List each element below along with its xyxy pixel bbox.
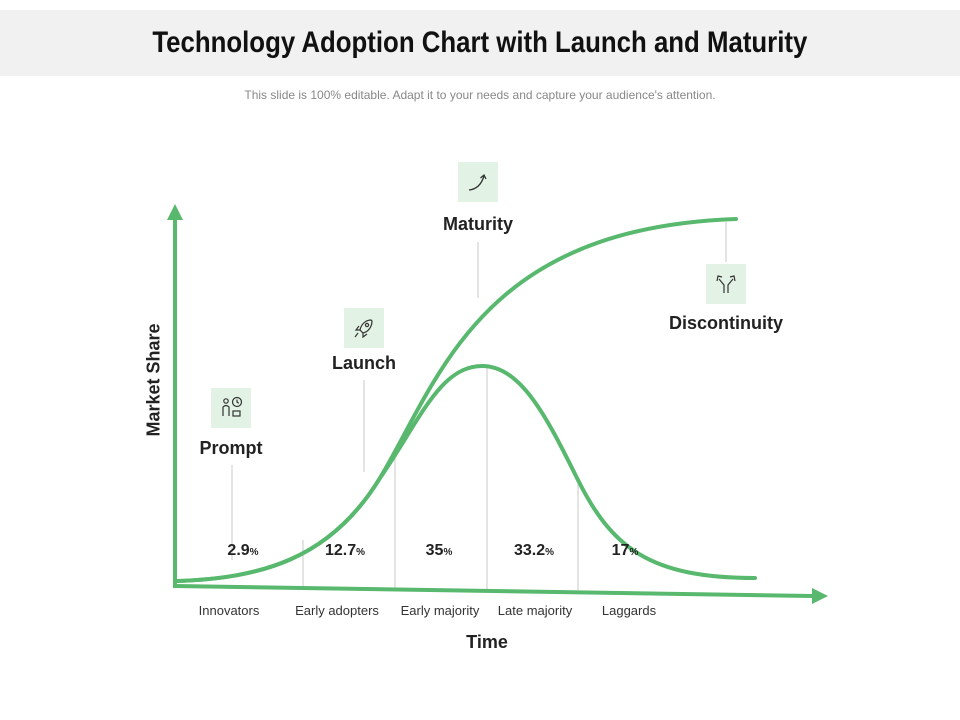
- category-label: Late majority: [497, 603, 573, 618]
- page-title: Technology Adoption Chart with Launch an…: [152, 26, 808, 59]
- category-label: Early adopters: [295, 603, 379, 618]
- diverging-arrows-icon: [706, 264, 746, 304]
- milestone-label-prompt: Prompt: [199, 438, 263, 458]
- s-curve: [176, 217, 738, 583]
- category-label: Early majority: [400, 603, 480, 618]
- segment-value: 35%: [425, 542, 453, 559]
- segment-value: 33.2%: [513, 542, 555, 559]
- x-axis-label: Time: [466, 632, 508, 652]
- x-axis: [174, 584, 813, 598]
- rocket-icon: [344, 308, 384, 348]
- y-axis-arrow: [167, 204, 183, 220]
- segment-value: 2.9%: [227, 542, 259, 559]
- milestone-label-launch: Launch: [331, 353, 397, 373]
- title-band: Technology Adoption Chart with Launch an…: [0, 10, 960, 76]
- bell-curve: [176, 363, 757, 583]
- x-axis-arrow: [812, 588, 828, 604]
- category-label: Innovators: [198, 603, 260, 618]
- person-clock-icon: [211, 388, 251, 428]
- segment-value: 17%: [611, 542, 639, 559]
- segment-value: 12.7%: [324, 542, 366, 559]
- category-label: Laggards: [601, 603, 657, 618]
- guide-lines: [231, 222, 727, 590]
- y-axis-label: Market Share: [143, 323, 164, 437]
- milestone-label-discontinuity: Discontinuity: [668, 313, 784, 333]
- growth-arrow-icon: [458, 162, 498, 202]
- milestone-label-maturity: Maturity: [442, 214, 514, 234]
- page-subtitle: This slide is 100% editable. Adapt it to…: [244, 88, 716, 102]
